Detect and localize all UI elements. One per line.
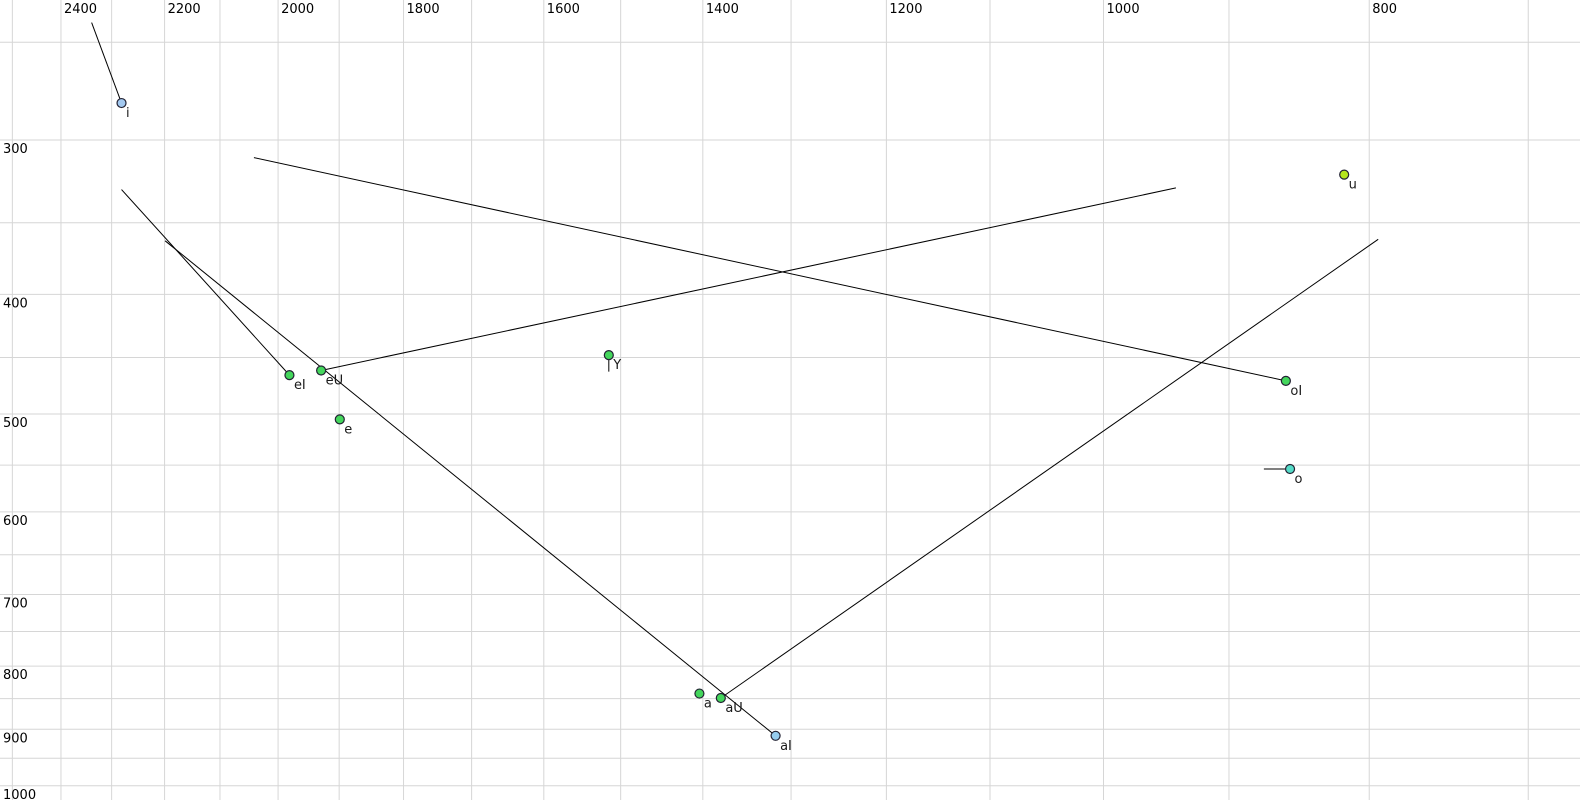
vowel-dot-aI — [770, 730, 781, 741]
trajectory-line-i — [91, 22, 122, 104]
x-tick-label: 1000 — [1107, 2, 1140, 17]
x-tick-label: 2200 — [168, 2, 201, 17]
y-tick-label: 300 — [3, 142, 28, 157]
y-tick-label: 800 — [3, 668, 28, 683]
vowel-label-Y: Y — [612, 358, 621, 373]
trajectory-line-aI — [164, 240, 776, 737]
vowel-dot-o — [1284, 463, 1296, 475]
y-tick-label: 900 — [3, 731, 28, 746]
x-tick-label: 1600 — [547, 2, 580, 17]
y-tick-label: 600 — [3, 514, 28, 529]
vowel-label-aI: aI — [780, 739, 792, 754]
y-tick-label: 700 — [3, 596, 28, 611]
vowel-dot-i — [116, 97, 127, 109]
x-tick-label: 2400 — [64, 2, 97, 17]
vowel-dot-e — [334, 414, 345, 425]
x-tick-label: 1400 — [706, 2, 739, 17]
vowel-dot-eI — [284, 370, 295, 381]
x-tick-label: 1800 — [407, 2, 440, 17]
trajectory-line-eU — [321, 187, 1177, 371]
x-tick-label: 1200 — [889, 2, 922, 17]
y-tick-label: 400 — [3, 296, 28, 311]
vowel-dot-a — [694, 688, 705, 699]
vowel-dot-aU — [715, 692, 726, 704]
vowel-label-a: a — [704, 697, 712, 712]
vowel-label-u: u — [1349, 178, 1357, 193]
x-tick-label: 800 — [1372, 2, 1397, 17]
trajectory-line-oI — [253, 157, 1286, 382]
vowel-dot-Y — [603, 350, 614, 361]
vowel-label-eI: eI — [294, 378, 306, 393]
vowel-dot-u — [1339, 169, 1350, 180]
x-tick-label: 2000 — [281, 2, 314, 17]
vowel-label-o: o — [1295, 472, 1303, 487]
vowel-dot-eU — [316, 365, 327, 376]
vowel-label-aU: aU — [725, 701, 742, 716]
vowel-dot-oI — [1280, 375, 1291, 386]
vowel-label-oI: oI — [1290, 384, 1302, 399]
vowel-label-eU: eU — [326, 373, 344, 388]
trajectory-line-aU — [720, 238, 1379, 699]
vowel-label-e: e — [344, 422, 352, 437]
y-tick-label: 1000 — [3, 788, 36, 800]
vowel-label-i: i — [126, 106, 130, 121]
y-tick-label: 500 — [3, 416, 28, 431]
trajectory-line-eI — [121, 189, 290, 376]
